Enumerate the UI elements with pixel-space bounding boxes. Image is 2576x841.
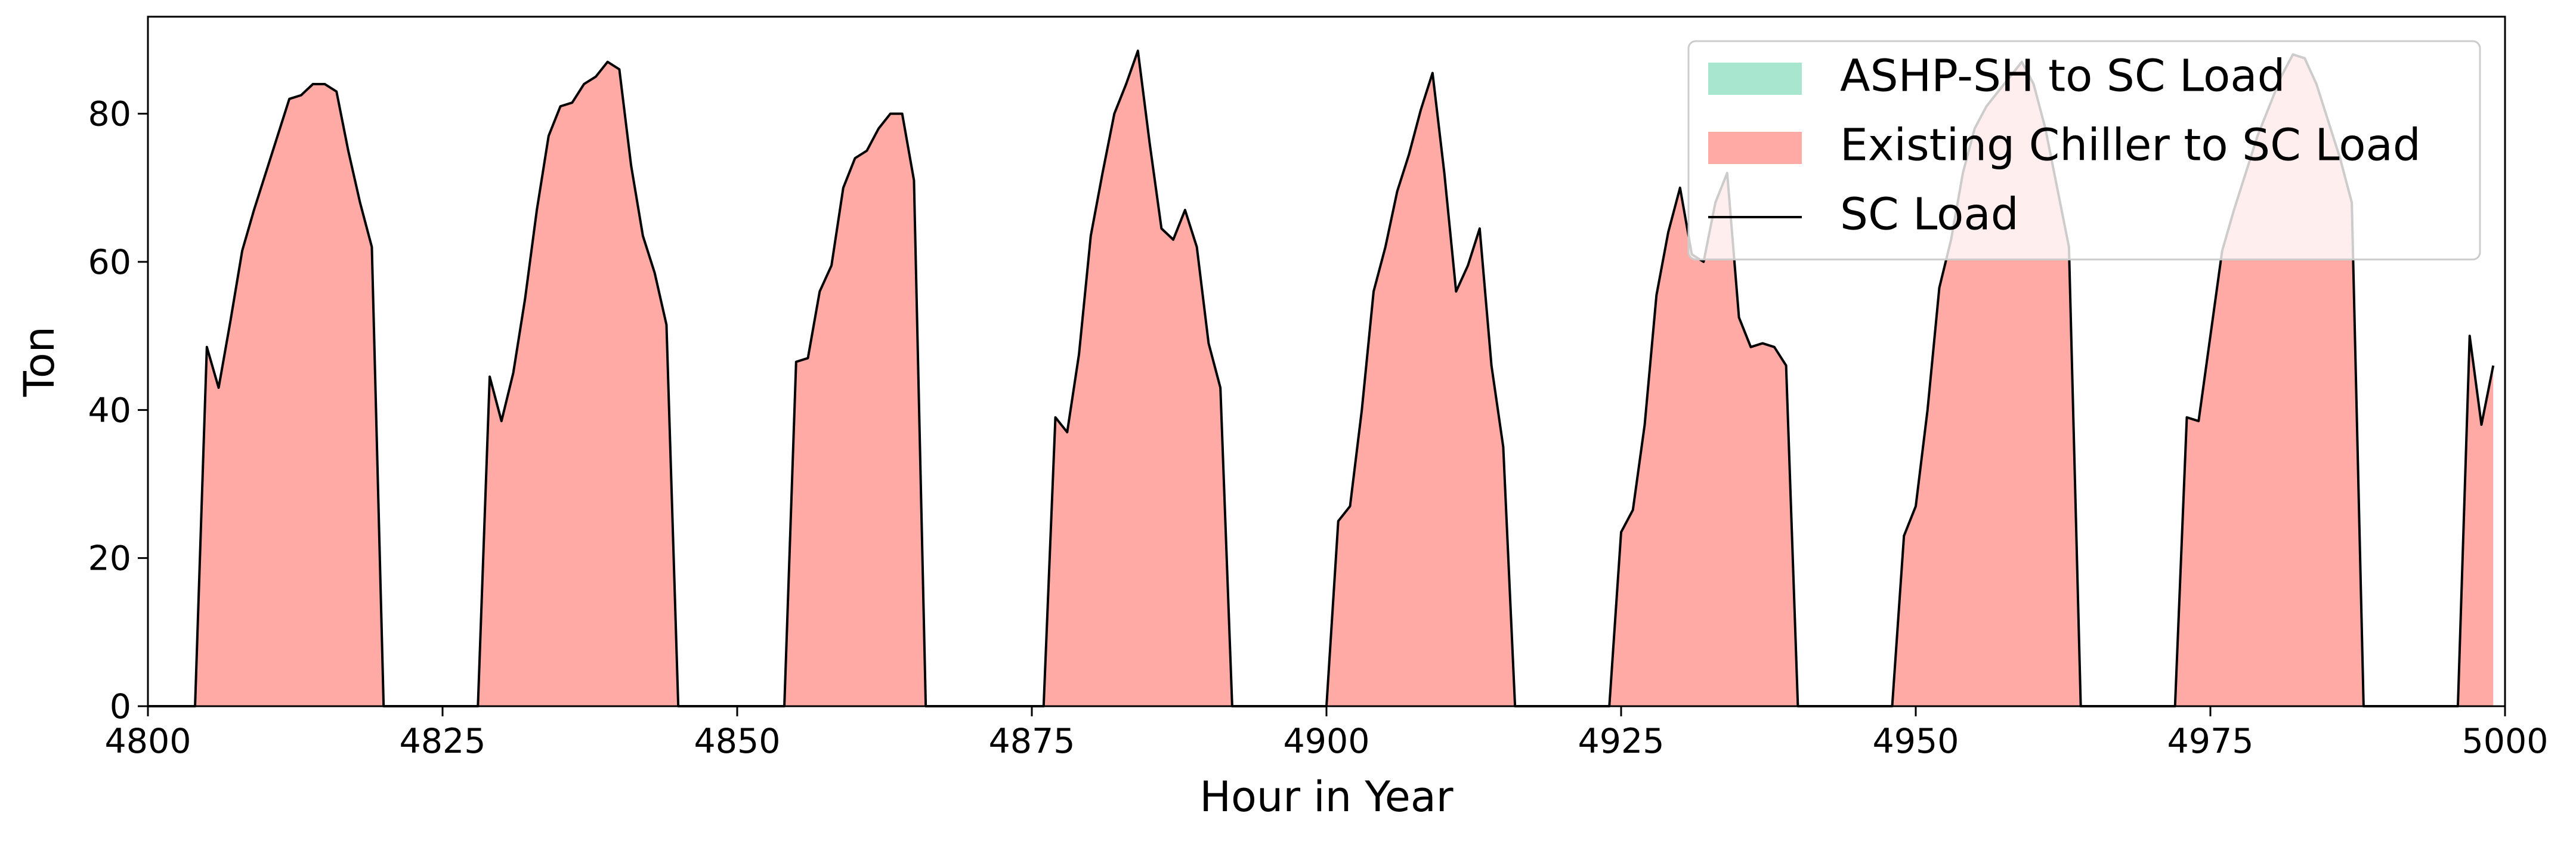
legend-swatch (1708, 63, 1802, 95)
area (148, 51, 2494, 707)
x-tick-label: 4925 (1578, 722, 1664, 761)
y-tick-label: 80 (88, 95, 131, 134)
x-tick-label: 4950 (1872, 722, 1959, 761)
x-tick-label: 4850 (694, 722, 780, 761)
legend-swatch (1708, 132, 1802, 164)
y-tick-label: 20 (88, 539, 131, 579)
x-tick-label: 5000 (2461, 722, 2548, 761)
legend-label: SC Load (1840, 189, 2019, 240)
y-tick-label: 40 (88, 391, 131, 430)
x-tick-label: 4875 (988, 722, 1075, 761)
legend: ASHP-SH to SC Load Existing Chiller to SC… (1687, 40, 2481, 261)
x-tick-label: 4975 (2167, 722, 2253, 761)
legend-label: Existing Chiller to SC Load (1840, 120, 2421, 171)
x-axis-label: Hour in Year (1199, 772, 1453, 821)
legend-label: ASHP-SH to SC Load (1840, 51, 2286, 102)
y-axis-label: Ton (15, 326, 64, 397)
legend-box (1687, 40, 2481, 261)
y-tick-label: 0 (110, 687, 131, 726)
y-tick-label: 60 (88, 243, 131, 282)
x-tick-label: 4900 (1283, 722, 1369, 761)
x-tick-label: 4800 (104, 722, 191, 761)
x-tick-label: 4825 (399, 722, 485, 761)
